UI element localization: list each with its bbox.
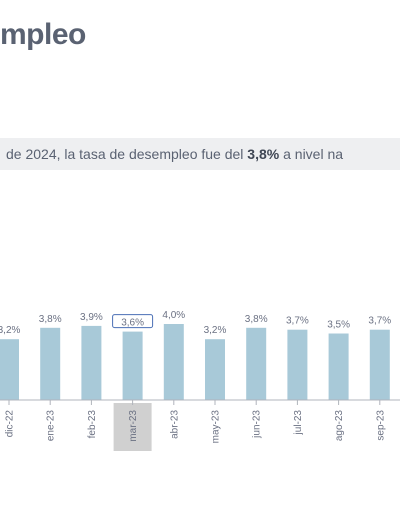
category-label-feb-23: feb-23: [87, 410, 98, 439]
bar-may-23: [205, 339, 225, 400]
value-label-dic-22: 3,2%: [0, 325, 21, 336]
value-label-ene-23: 3,8%: [39, 314, 62, 325]
value-label-abr-23: 4,0%: [162, 310, 185, 321]
bar-jul-23: [287, 329, 308, 400]
value-label-may-23: 3,2%: [204, 325, 227, 336]
bar-ago-23: [328, 333, 349, 400]
bar-mar-23: [122, 331, 143, 400]
bar-ene-23: [40, 327, 61, 400]
bar-sep-23: [369, 329, 390, 400]
category-label-may-23: may-23: [211, 410, 222, 444]
subtitle-pre: de 2024, la tasa de desempleo fue del: [6, 146, 248, 162]
value-label-mar-23: 3,6%: [121, 318, 144, 329]
value-label-feb-23: 3,9%: [80, 312, 103, 323]
category-label-jun-23: jun-23: [252, 410, 263, 439]
category-label-mar-23: mar-23: [128, 410, 139, 442]
bar-feb-23: [81, 325, 102, 400]
subtitle-text: de 2024, la tasa de desempleo fue del 3,…: [6, 146, 343, 162]
value-label-sep-23: 3,7%: [368, 316, 391, 327]
value-label-ago-23: 3,5%: [327, 320, 350, 331]
page-title: mpleo: [0, 18, 86, 51]
category-highlight-box: [113, 403, 152, 451]
category-label-jul-23: jul-23: [293, 410, 304, 436]
bar-abr-23: [163, 324, 184, 400]
subtitle-highlight-value: 3,8%: [247, 146, 280, 162]
value-label-highlight-frame: [112, 314, 154, 329]
category-label-sep-23: sep-23: [375, 410, 386, 441]
category-label-ago-23: ago-23: [334, 410, 345, 442]
value-label-jul-23: 3,7%: [286, 316, 309, 327]
category-label-abr-23: abr-23: [169, 410, 180, 439]
category-label-ene-23: ene-23: [46, 410, 57, 442]
category-label-dic-22: dic-22: [5, 410, 16, 438]
subtitle-banner: de 2024, la tasa de desempleo fue del 3,…: [0, 138, 400, 170]
value-label-jun-23: 3,8%: [245, 314, 268, 325]
bar-dic-22: [0, 339, 19, 400]
bar-jun-23: [246, 327, 267, 400]
subtitle-post: a nivel na: [279, 146, 344, 162]
